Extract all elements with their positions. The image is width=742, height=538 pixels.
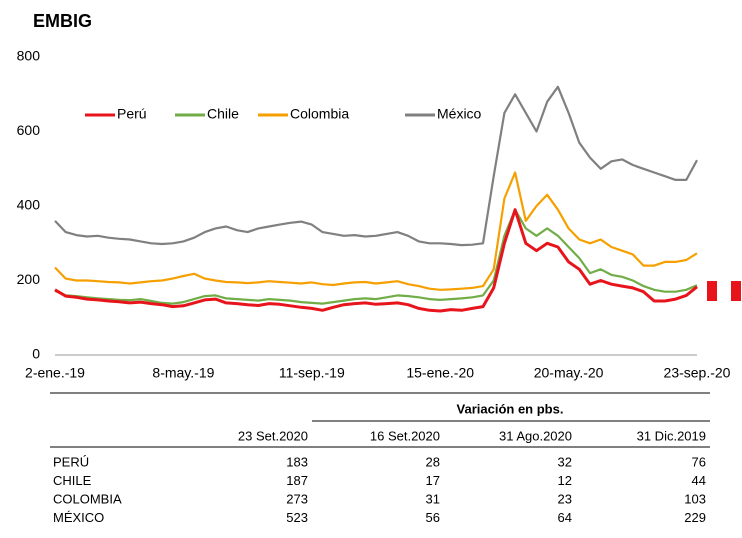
table-group-header: Variación en pbs. bbox=[457, 401, 564, 416]
x-tick-label: 20-may.-20 bbox=[534, 365, 604, 381]
flag-stripe bbox=[731, 281, 741, 301]
line-series bbox=[54, 171, 698, 291]
table-cell: 273 bbox=[286, 491, 308, 506]
line-series bbox=[54, 208, 698, 305]
legend-label: Colombia bbox=[290, 106, 349, 122]
table-header: 31 Dic.2019 bbox=[637, 428, 706, 443]
x-tick-label: 2-ene.-19 bbox=[25, 365, 85, 381]
chart-title: EMBIG bbox=[33, 11, 92, 31]
table-cell: 28 bbox=[426, 454, 440, 469]
y-tick-label: 600 bbox=[17, 122, 41, 138]
table-row-label: CHILE bbox=[53, 473, 92, 488]
table-row-label: MÉXICO bbox=[53, 510, 104, 525]
y-tick-label: 200 bbox=[17, 271, 41, 287]
table-cell: 31 bbox=[426, 491, 440, 506]
table-cell: 44 bbox=[692, 473, 706, 488]
table-cell: 56 bbox=[426, 510, 440, 525]
y-tick-label: 0 bbox=[32, 346, 40, 362]
legend-label: Perú bbox=[117, 106, 147, 122]
x-tick-label: 23-sep.-20 bbox=[664, 365, 731, 381]
table-cell: 23 bbox=[558, 491, 572, 506]
table-cell: 229 bbox=[684, 510, 706, 525]
line-series bbox=[54, 85, 698, 247]
x-tick-label: 8-may.-19 bbox=[152, 365, 214, 381]
table-row-label: COLOMBIA bbox=[53, 491, 122, 506]
table-cell: 32 bbox=[558, 454, 572, 469]
flag-stripe bbox=[707, 281, 717, 301]
table-cell: 64 bbox=[558, 510, 572, 525]
x-tick-label: 15-ene.-20 bbox=[406, 365, 474, 381]
table-row-label: PERÚ bbox=[53, 454, 89, 469]
table-cell: 76 bbox=[692, 454, 706, 469]
table-cell: 523 bbox=[286, 510, 308, 525]
table-cell: 183 bbox=[286, 454, 308, 469]
table-header: 16 Set.2020 bbox=[370, 428, 440, 443]
line-series bbox=[54, 208, 698, 313]
table-cell: 12 bbox=[558, 473, 572, 488]
legend-label: Chile bbox=[207, 106, 239, 122]
table-header: 31 Ago.2020 bbox=[499, 428, 572, 443]
y-tick-label: 800 bbox=[17, 48, 41, 64]
x-tick-label: 11-sep.-19 bbox=[279, 365, 345, 381]
table-cell: 17 bbox=[426, 473, 440, 488]
flag bbox=[707, 281, 741, 301]
table-header: 23 Set.2020 bbox=[238, 428, 308, 443]
y-tick-label: 400 bbox=[17, 197, 41, 213]
table-cell: 103 bbox=[684, 491, 706, 506]
flag-stripe bbox=[717, 281, 731, 301]
legend-label: México bbox=[437, 106, 482, 122]
table-cell: 187 bbox=[286, 473, 308, 488]
